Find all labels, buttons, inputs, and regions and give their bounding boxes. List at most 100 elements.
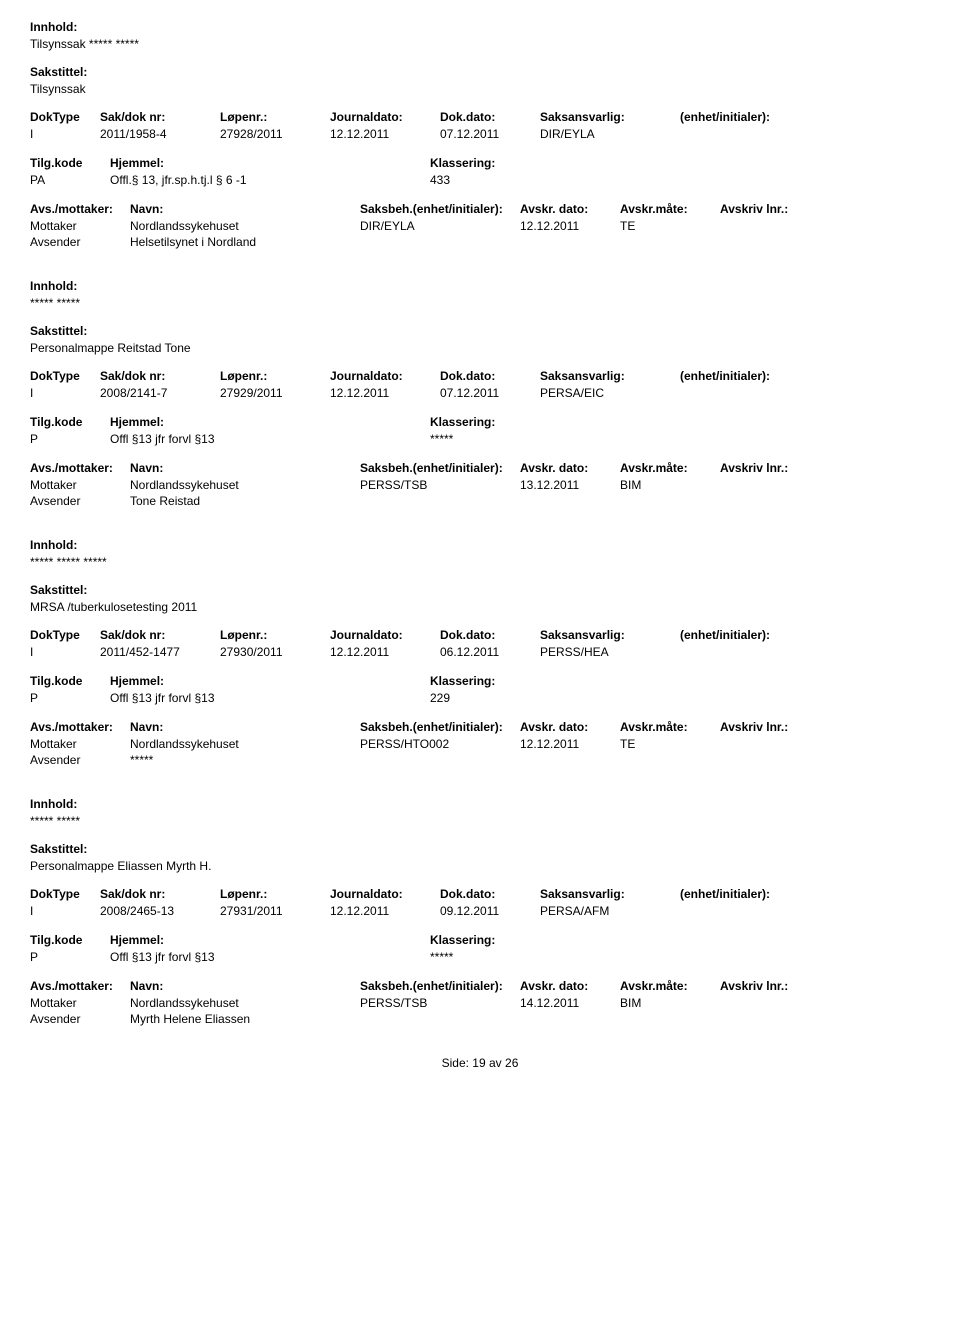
party-avmate bbox=[620, 235, 720, 249]
meta-header-saksansvarlig: Saksansvarlig: bbox=[540, 369, 680, 383]
party-role: Mottaker bbox=[30, 219, 130, 233]
party-role: Mottaker bbox=[30, 996, 130, 1010]
meta-header-doktype: DokType bbox=[30, 887, 100, 901]
party-avdato bbox=[520, 235, 620, 249]
sakstittel-value: Personalmappe Reitstad Tone bbox=[30, 341, 930, 355]
party-saksbeh: DIR/EYLA bbox=[360, 219, 520, 233]
tilg-header-row: Tilg.kodeHjemmel:Klassering: bbox=[30, 674, 930, 688]
innhold-value: ***** ***** bbox=[30, 814, 930, 828]
party-avmate: TE bbox=[620, 737, 720, 751]
party-avmate: TE bbox=[620, 219, 720, 233]
tilg-value-row: POffl §13 jfr forvl §13***** bbox=[30, 950, 930, 964]
journal-record: Innhold:Tilsynssak ***** *****Sakstittel… bbox=[30, 20, 930, 249]
meta-header-journaldato: Journaldato: bbox=[330, 887, 440, 901]
party-saksbeh: PERSS/TSB bbox=[360, 996, 520, 1010]
sakstittel-label: Sakstittel: bbox=[30, 583, 930, 597]
party-header-saksbeh: Saksbeh.(enhet/initialer): bbox=[360, 461, 520, 475]
party-role: Avsender bbox=[30, 494, 130, 508]
tilg-header-hjemmel: Hjemmel: bbox=[110, 933, 430, 947]
meta-header-lopenr: Løpenr.: bbox=[220, 110, 330, 124]
meta-header-dokdato: Dok.dato: bbox=[440, 628, 540, 642]
innhold-value: ***** ***** ***** bbox=[30, 555, 930, 569]
party-navn: ***** bbox=[130, 753, 360, 767]
party-avmate: BIM bbox=[620, 996, 720, 1010]
party-avlnr bbox=[720, 219, 820, 233]
party-saksbeh: PERSS/TSB bbox=[360, 478, 520, 492]
tilg-value-tilgkode: P bbox=[30, 691, 110, 705]
journal-record: Innhold:***** *****Sakstittel:Personalma… bbox=[30, 797, 930, 1026]
tilg-value-tilgkode: P bbox=[30, 432, 110, 446]
party-header-row: Avs./mottaker:Navn:Saksbeh.(enhet/initia… bbox=[30, 979, 930, 993]
party-row: AvsenderMyrth Helene Eliassen bbox=[30, 1012, 930, 1026]
meta-header-doktype: DokType bbox=[30, 369, 100, 383]
party-header-avsmottaker: Avs./mottaker: bbox=[30, 979, 130, 993]
party-navn: Nordlandssykehuset bbox=[130, 996, 360, 1010]
meta-header-dokdato: Dok.dato: bbox=[440, 110, 540, 124]
innhold-label: Innhold: bbox=[30, 797, 930, 811]
journal-record: Innhold:***** ***** *****Sakstittel:MRSA… bbox=[30, 538, 930, 767]
party-header-avskrmate: Avskr.måte: bbox=[620, 979, 720, 993]
party-navn: Nordlandssykehuset bbox=[130, 737, 360, 751]
party-role: Avsender bbox=[30, 235, 130, 249]
party-avmate: BIM bbox=[620, 478, 720, 492]
meta-value-enhet bbox=[680, 645, 860, 659]
party-header-avsmottaker: Avs./mottaker: bbox=[30, 202, 130, 216]
meta-header-sakdok: Sak/dok nr: bbox=[100, 110, 220, 124]
tilg-header-row: Tilg.kodeHjemmel:Klassering: bbox=[30, 933, 930, 947]
party-saksbeh bbox=[360, 1012, 520, 1026]
party-navn: Helsetilsynet i Nordland bbox=[130, 235, 360, 249]
party-header-avskrlnr: Avskriv lnr.: bbox=[720, 461, 820, 475]
page-footer: Side: 19 av 26 bbox=[30, 1056, 930, 1070]
meta-value-row: I2008/2465-1327931/201112.12.201109.12.2… bbox=[30, 904, 930, 918]
meta-header-saksansvarlig: Saksansvarlig: bbox=[540, 628, 680, 642]
tilg-value-hjemmel: Offl §13 jfr forvl §13 bbox=[110, 950, 430, 964]
tilg-header-klassering: Klassering: bbox=[430, 674, 690, 688]
party-header-navn: Navn: bbox=[130, 202, 360, 216]
party-header-navn: Navn: bbox=[130, 461, 360, 475]
meta-value-saksansvarlig: PERSA/EIC bbox=[540, 386, 680, 400]
innhold-label: Innhold: bbox=[30, 20, 930, 34]
meta-value-doktype: I bbox=[30, 645, 100, 659]
meta-value-row: I2011/452-147727930/201112.12.201106.12.… bbox=[30, 645, 930, 659]
party-row: MottakerNordlandssykehusetPERSS/HTO00212… bbox=[30, 737, 930, 751]
party-header-avskrmate: Avskr.måte: bbox=[620, 202, 720, 216]
innhold-value: ***** ***** bbox=[30, 296, 930, 310]
meta-value-dokdato: 07.12.2011 bbox=[440, 386, 540, 400]
party-header-row: Avs./mottaker:Navn:Saksbeh.(enhet/initia… bbox=[30, 720, 930, 734]
tilg-header-row: Tilg.kodeHjemmel:Klassering: bbox=[30, 415, 930, 429]
party-header-avsmottaker: Avs./mottaker: bbox=[30, 720, 130, 734]
sakstittel-label: Sakstittel: bbox=[30, 324, 930, 338]
tilg-header-hjemmel: Hjemmel: bbox=[110, 156, 430, 170]
party-navn: Nordlandssykehuset bbox=[130, 478, 360, 492]
party-avlnr bbox=[720, 494, 820, 508]
party-avlnr bbox=[720, 478, 820, 492]
tilg-value-hjemmel: Offl §13 jfr forvl §13 bbox=[110, 691, 430, 705]
meta-value-row: I2008/2141-727929/201112.12.201107.12.20… bbox=[30, 386, 930, 400]
party-role: Avsender bbox=[30, 753, 130, 767]
party-role: Avsender bbox=[30, 1012, 130, 1026]
meta-value-dokdato: 06.12.2011 bbox=[440, 645, 540, 659]
party-row: MottakerNordlandssykehusetPERSS/TSB13.12… bbox=[30, 478, 930, 492]
tilg-header-tilgkode: Tilg.kode bbox=[30, 156, 110, 170]
party-avmate bbox=[620, 494, 720, 508]
party-avdato: 13.12.2011 bbox=[520, 478, 620, 492]
party-header-saksbeh: Saksbeh.(enhet/initialer): bbox=[360, 720, 520, 734]
meta-header-dokdato: Dok.dato: bbox=[440, 887, 540, 901]
meta-value-enhet bbox=[680, 386, 860, 400]
innhold-label: Innhold: bbox=[30, 538, 930, 552]
party-navn: Myrth Helene Eliassen bbox=[130, 1012, 360, 1026]
tilg-header-klassering: Klassering: bbox=[430, 933, 690, 947]
meta-value-lopenr: 27931/2011 bbox=[220, 904, 330, 918]
tilg-header-tilgkode: Tilg.kode bbox=[30, 415, 110, 429]
sakstittel-label: Sakstittel: bbox=[30, 65, 930, 79]
party-avdato bbox=[520, 1012, 620, 1026]
records-container: Innhold:Tilsynssak ***** *****Sakstittel… bbox=[30, 20, 930, 1026]
party-header-avskrmate: Avskr.måte: bbox=[620, 720, 720, 734]
tilg-header-hjemmel: Hjemmel: bbox=[110, 674, 430, 688]
party-avdato: 12.12.2011 bbox=[520, 219, 620, 233]
meta-header-enhet: (enhet/initialer): bbox=[680, 110, 860, 124]
meta-header-journaldato: Journaldato: bbox=[330, 110, 440, 124]
party-header-row: Avs./mottaker:Navn:Saksbeh.(enhet/initia… bbox=[30, 461, 930, 475]
party-header-saksbeh: Saksbeh.(enhet/initialer): bbox=[360, 979, 520, 993]
party-header-avskrdato: Avskr. dato: bbox=[520, 461, 620, 475]
